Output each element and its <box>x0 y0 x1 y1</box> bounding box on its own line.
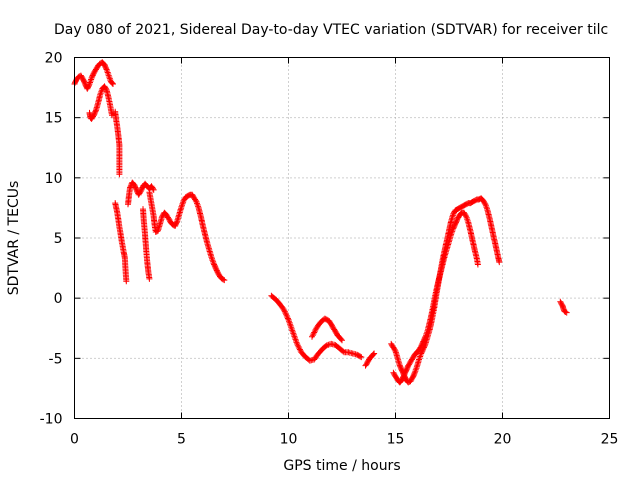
data-point <box>150 185 156 192</box>
x-tick-label: 15 <box>387 432 405 448</box>
data-point <box>146 275 153 282</box>
data-point <box>311 328 318 335</box>
data-point <box>295 343 302 350</box>
x-tick-label: 0 <box>70 432 79 448</box>
data-point <box>282 310 289 316</box>
data-point <box>562 309 569 315</box>
x-tick-label: 25 <box>601 432 619 448</box>
data-point <box>371 350 378 357</box>
x-tick-labels: 0 5 10 15 20 25 <box>70 432 618 448</box>
data-point <box>339 337 345 344</box>
data-point <box>462 212 469 219</box>
data-point <box>296 346 303 353</box>
y-tick-label: 10 <box>45 171 63 187</box>
data-point <box>391 346 398 353</box>
y-tick-label: 20 <box>45 51 63 67</box>
data-point <box>294 340 301 347</box>
y-axis-label: SDTVAR / TECUs <box>6 181 22 296</box>
data-point <box>294 342 301 349</box>
data-point <box>220 276 227 283</box>
data-point <box>281 308 288 315</box>
data-points <box>71 59 570 386</box>
data-point <box>221 277 228 284</box>
data-point <box>109 80 116 87</box>
data-point <box>311 329 318 336</box>
data-point <box>123 278 130 285</box>
data-point <box>102 85 109 92</box>
x-tick-label: 5 <box>177 432 186 448</box>
data-point <box>481 200 488 207</box>
data-point <box>357 353 364 360</box>
x-tick-label: 20 <box>494 432 512 448</box>
data-point <box>338 336 345 343</box>
data-point <box>281 307 288 314</box>
data-point <box>110 81 116 87</box>
data-point <box>370 351 377 358</box>
y-tick-labels: -10 -5 0 5 10 15 20 <box>40 51 63 428</box>
data-point <box>496 259 503 266</box>
data-point <box>280 306 287 312</box>
data-point <box>309 332 316 339</box>
data-point <box>283 311 290 318</box>
data-point <box>310 330 317 337</box>
data-point <box>85 82 92 89</box>
data-point <box>109 112 115 119</box>
grid-lines <box>74 57 610 419</box>
data-point <box>474 261 481 268</box>
y-tick-label: 15 <box>45 111 63 127</box>
chart-title: Day 080 of 2021, Sidereal Day-to-day VTE… <box>54 22 608 38</box>
y-tick-label: 0 <box>54 291 63 307</box>
y-tick-label: -10 <box>40 412 63 428</box>
data-point <box>192 197 199 204</box>
data-point <box>283 312 290 319</box>
x-tick-label: 10 <box>280 432 298 448</box>
data-point <box>296 345 303 352</box>
data-point <box>421 334 428 341</box>
x-axis-label: GPS time / hours <box>283 458 400 474</box>
data-point <box>412 366 419 373</box>
data-point <box>284 315 291 322</box>
data-point <box>150 186 157 193</box>
data-point <box>563 309 570 316</box>
axis-ticks <box>74 57 610 419</box>
data-point <box>411 371 418 377</box>
data-point <box>358 354 365 361</box>
y-tick-label: -5 <box>49 351 63 367</box>
data-point <box>116 171 123 178</box>
y-tick-label: 5 <box>54 231 63 247</box>
data-point <box>284 314 291 321</box>
